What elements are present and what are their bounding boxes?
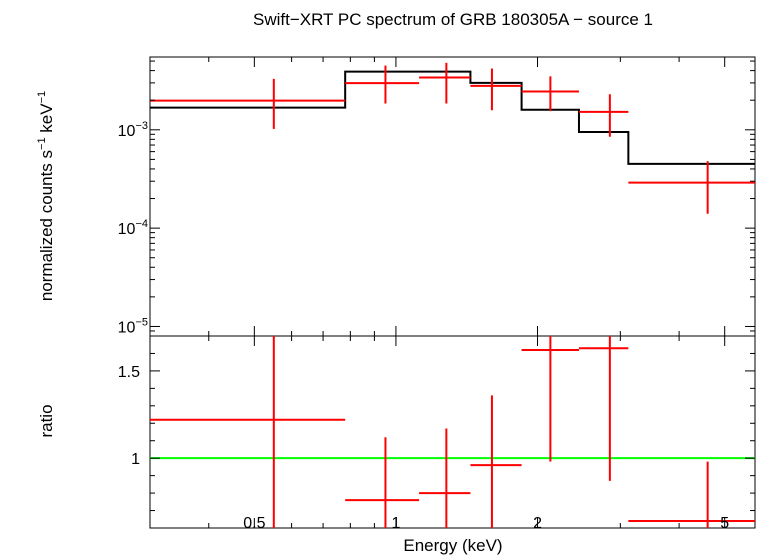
y-tick-base: 10 [118,123,136,140]
y-tick-label: 1.5 [118,364,140,381]
y-label-part-2: keV [37,103,56,138]
x-tick-label: 5 [720,515,729,532]
x-tick-label: 1 [391,515,400,532]
spectrum-y-axis-label: normalized counts s−1 keV−1 [36,91,56,301]
y-tick-label: 10−4 [118,218,148,238]
spectrum-data-point [419,62,471,104]
ratio-data-point [628,461,755,528]
ratio-data-point [470,395,522,528]
ratio-y-axis-label: ratio [37,404,56,437]
spectrum-data-point [578,94,629,137]
ratio-panel: 1 1.5 0.5 1 2 5 [118,335,756,532]
spectrum-frame [149,56,756,337]
y-label-exp-2: −1 [36,91,48,104]
y-label-exp-1: −1 [36,137,48,150]
y-tick-base: 10 [118,319,136,336]
ratio-data-point [521,336,579,462]
y-tick-label: 10−3 [118,120,148,140]
x-tick-label: 0.5 [243,515,265,532]
ratio-data-point [150,336,346,528]
ratio-frame [149,335,756,529]
y-tick-label: 10−5 [118,316,148,336]
ratio-data-point [419,428,471,528]
chart-title: Swift−XRT PC spectrum of GRB 180305A − s… [253,10,653,29]
y-tick-exponent: −5 [135,316,148,328]
spectrum-data-point [628,161,755,214]
spectrum-data-point [521,76,579,112]
ratio-data-point [345,437,420,528]
y-label-part-1: normalized counts s [37,150,56,301]
spectrum-data-point [345,65,420,104]
x-tick-label: 2 [533,515,542,532]
y-tick-exponent: −3 [135,120,148,132]
y-tick-exponent: −4 [135,218,148,230]
spectrum-data-point [470,68,522,111]
y-tick-label: 1 [131,451,140,468]
model-curve [150,70,755,165]
ratio-data-point [578,336,629,481]
x-axis-label: Energy (keV) [403,536,502,555]
spectrum-panel: 10−310−410−5 [118,56,756,337]
y-tick-base: 10 [118,221,136,238]
spectrum-data-point [150,78,346,129]
